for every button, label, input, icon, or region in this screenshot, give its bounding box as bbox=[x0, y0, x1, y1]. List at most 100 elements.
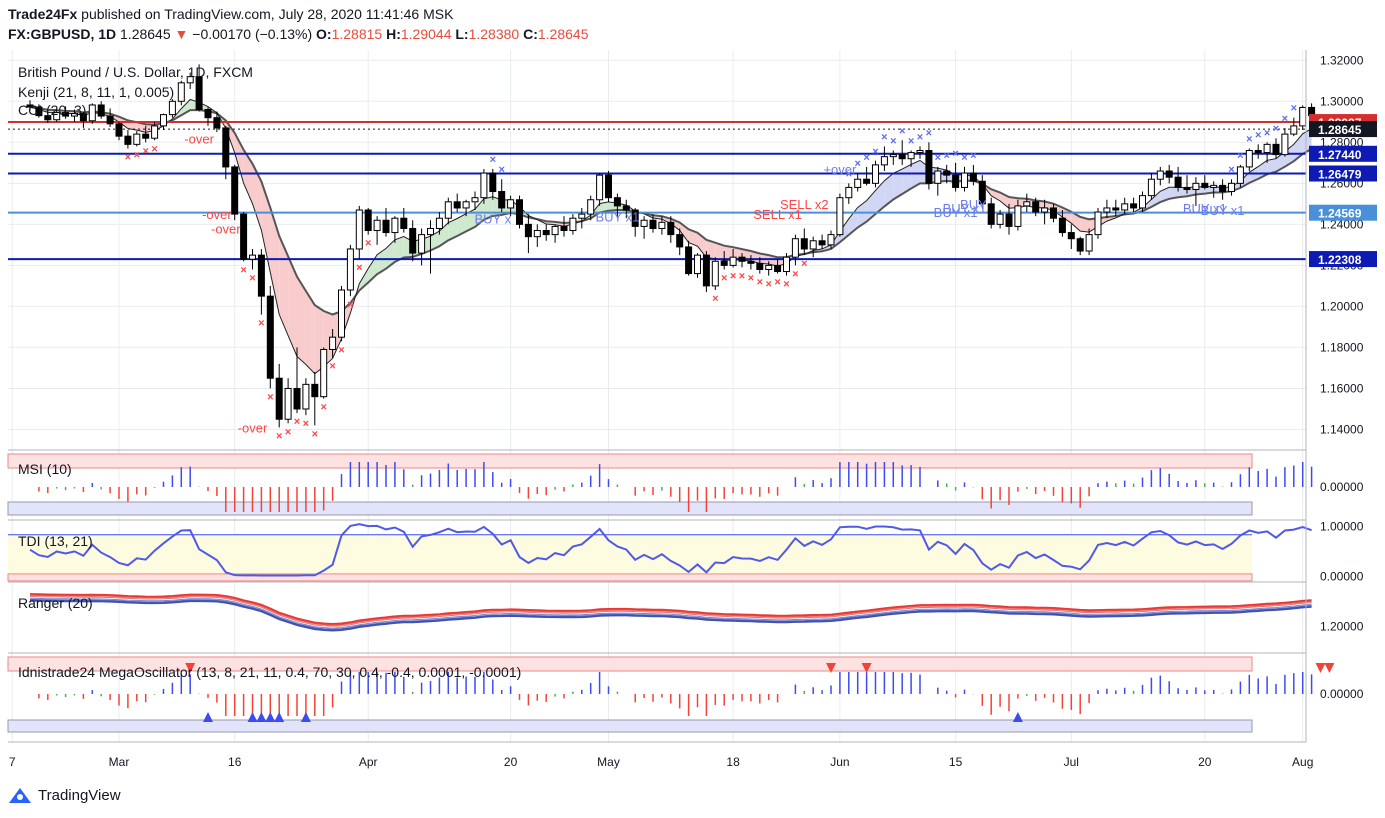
candle-body bbox=[133, 133, 141, 145]
candle bbox=[444, 197, 452, 225]
candle bbox=[186, 72, 194, 89]
candle-body bbox=[142, 133, 150, 139]
buy-marker: × bbox=[863, 152, 869, 164]
ranger-line bbox=[29, 599, 1312, 632]
cloud-segment bbox=[715, 242, 725, 261]
level-price-box: 1.27440 bbox=[1309, 145, 1377, 162]
candle bbox=[872, 160, 879, 188]
candle-body bbox=[53, 112, 61, 121]
signal-annotation: BUY x1 bbox=[595, 209, 639, 224]
candle bbox=[676, 228, 684, 256]
candle bbox=[151, 121, 159, 141]
candle bbox=[1254, 144, 1262, 159]
candle bbox=[685, 240, 693, 276]
candle bbox=[507, 195, 515, 217]
candle-body bbox=[1299, 106, 1307, 127]
candle bbox=[329, 328, 337, 358]
tradingview-brand[interactable]: TradingView bbox=[8, 786, 121, 804]
candle bbox=[889, 150, 897, 165]
candle-body bbox=[1130, 203, 1138, 209]
candle-body bbox=[1041, 207, 1049, 213]
ranger-line bbox=[29, 594, 1312, 626]
candle bbox=[1050, 203, 1057, 223]
candle bbox=[1085, 228, 1093, 256]
candle bbox=[1290, 117, 1298, 137]
candle bbox=[435, 212, 443, 235]
level-box-label: 1.22308 bbox=[1318, 253, 1362, 267]
candle-body bbox=[1005, 213, 1013, 227]
candle bbox=[240, 212, 248, 262]
sell-marker: × bbox=[294, 416, 300, 428]
price-tick-label: 1.30000 bbox=[1320, 94, 1364, 108]
candle-body bbox=[1112, 207, 1120, 211]
buy-marker: × bbox=[943, 150, 949, 162]
candle bbox=[142, 125, 150, 143]
cloud-segment bbox=[822, 244, 831, 252]
candle bbox=[809, 236, 817, 258]
candle-body bbox=[791, 238, 799, 258]
candle bbox=[961, 166, 968, 192]
candle bbox=[1210, 181, 1218, 198]
candle bbox=[702, 251, 710, 293]
buy-marker: × bbox=[846, 168, 852, 180]
candle bbox=[863, 166, 871, 186]
candle-body bbox=[62, 112, 70, 117]
candle bbox=[587, 195, 595, 221]
buy-marker: × bbox=[961, 152, 967, 164]
candle bbox=[560, 216, 568, 237]
candle bbox=[1032, 197, 1040, 217]
candle bbox=[934, 166, 942, 196]
candle bbox=[266, 285, 274, 389]
candle-body bbox=[622, 205, 630, 211]
ranger-line bbox=[29, 593, 1312, 626]
candle-body bbox=[702, 254, 710, 287]
candle-body bbox=[409, 227, 417, 254]
candle bbox=[284, 378, 292, 424]
publisher-name[interactable]: Trade24Fx bbox=[8, 6, 78, 22]
sell-marker: × bbox=[748, 272, 754, 284]
candle-body bbox=[1139, 195, 1146, 209]
cloud-segment bbox=[297, 276, 306, 365]
mega-sell-triangle bbox=[861, 663, 872, 673]
candle-body bbox=[1014, 205, 1022, 227]
cloud-segment bbox=[599, 201, 609, 213]
candle-body bbox=[204, 108, 212, 119]
candle-body bbox=[1219, 184, 1227, 193]
candle bbox=[516, 195, 523, 229]
msi-oversold-zone bbox=[7, 501, 1253, 516]
level-box-bg bbox=[1309, 251, 1377, 268]
sell-marker: × bbox=[258, 318, 264, 330]
symbol-header: FX:GBPUSD, 1D 1.28645 ▼ −0.00170 (−0.13%… bbox=[8, 26, 588, 42]
mega-buy-triangle bbox=[265, 712, 276, 722]
candle bbox=[409, 220, 417, 262]
candle bbox=[311, 372, 319, 426]
sell-marker: × bbox=[312, 428, 318, 440]
sell-marker: × bbox=[134, 149, 140, 161]
candle bbox=[44, 109, 52, 123]
candle-body bbox=[355, 209, 363, 250]
sell-marker: × bbox=[276, 430, 282, 442]
candle bbox=[115, 121, 123, 141]
ranger-tick-label: 1.20000 bbox=[1320, 619, 1364, 633]
candle-body bbox=[1023, 201, 1031, 207]
main-indicator-label: CCI (20, 3) bbox=[18, 102, 86, 118]
published-header: Trade24Fx published on TradingView.com, … bbox=[8, 6, 453, 22]
candle-body bbox=[658, 221, 666, 229]
candle-body bbox=[160, 114, 167, 127]
candle bbox=[124, 130, 132, 149]
mega-buy-triangle bbox=[247, 712, 258, 722]
candle bbox=[302, 378, 310, 416]
candle bbox=[97, 101, 105, 119]
candle-body bbox=[560, 225, 568, 232]
tdi-title: TDI (13, 21) bbox=[18, 533, 93, 549]
buy-marker: × bbox=[899, 125, 905, 137]
candle bbox=[320, 347, 328, 399]
candle-body bbox=[427, 227, 434, 236]
candle-body bbox=[400, 217, 408, 229]
candle-body bbox=[996, 213, 1004, 225]
candle bbox=[418, 228, 426, 266]
candle-body bbox=[542, 230, 550, 236]
sell-marker: × bbox=[774, 277, 780, 289]
candle bbox=[88, 103, 96, 124]
